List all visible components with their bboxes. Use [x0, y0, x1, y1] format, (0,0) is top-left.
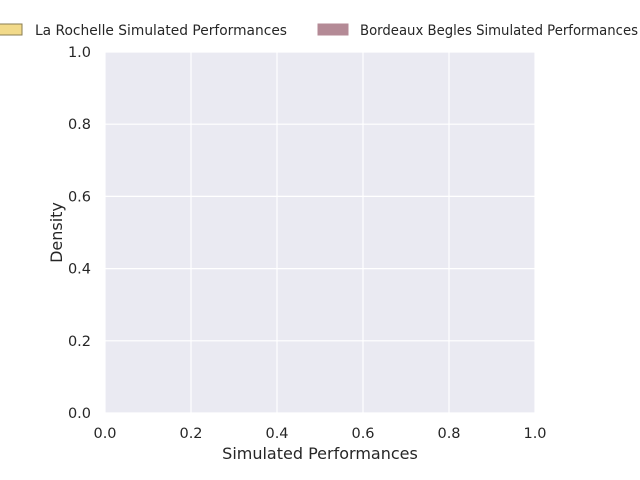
x-tick-label-4: 0.8 [437, 426, 460, 442]
legend-swatch-la-rochelle [0, 23, 23, 36]
legend-label-bordeaux-begles: Bordeaux Begles Simulated Performances [360, 23, 638, 39]
x-tick-label-2: 0.4 [265, 426, 288, 442]
y-tick-label-4: 0.8 [68, 117, 91, 133]
plot-area [104, 51, 536, 414]
y-tick-label-1: 0.2 [68, 334, 91, 350]
x-tick-label-3: 0.6 [351, 426, 374, 442]
x-tick-label-1: 0.2 [179, 426, 202, 442]
x-axis-label: Simulated Performances [222, 444, 418, 463]
y-axis-label: Density [47, 202, 66, 263]
y-tick-label-3: 0.6 [68, 189, 91, 205]
legend-swatch-bordeaux-begles [317, 23, 349, 36]
y-axis-ticks: 0.0 0.2 0.4 0.6 0.8 1.0 [68, 45, 91, 422]
legend-label-la-rochelle: La Rochelle Simulated Performances [35, 23, 287, 39]
x-tick-label-0: 0.0 [93, 426, 116, 442]
legend: La Rochelle Simulated Performances Borde… [0, 23, 638, 39]
x-axis-ticks: 0.0 0.2 0.4 0.6 0.8 1.0 [93, 426, 546, 442]
y-tick-label-5: 1.0 [68, 45, 91, 61]
plot-background [105, 52, 535, 413]
y-tick-label-0: 0.0 [68, 406, 91, 422]
y-tick-label-2: 0.4 [68, 262, 91, 278]
x-tick-label-5: 1.0 [523, 426, 546, 442]
